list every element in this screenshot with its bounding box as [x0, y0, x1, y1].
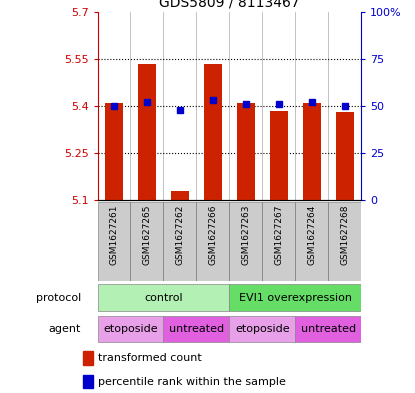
Bar [270, 111, 288, 200]
Bar [138, 64, 156, 200]
Text: untreated: untreated [169, 324, 224, 334]
Text: GSM1627268: GSM1627268 [340, 205, 349, 265]
Bar [295, 316, 361, 342]
Text: GSM1627262: GSM1627262 [176, 205, 184, 265]
Bar [262, 202, 295, 281]
Bar [98, 202, 130, 281]
Bar [204, 64, 222, 200]
Text: EVI1 overexpression: EVI1 overexpression [239, 293, 352, 303]
Text: protocol: protocol [36, 293, 81, 303]
Bar [164, 316, 229, 342]
Text: transformed count: transformed count [98, 353, 201, 363]
Text: agent: agent [49, 324, 81, 334]
Bar [83, 351, 93, 365]
Text: GSM1627266: GSM1627266 [208, 205, 217, 265]
Text: GSM1627261: GSM1627261 [110, 205, 119, 265]
Bar [171, 191, 189, 200]
Bar [237, 103, 255, 200]
Text: etoposide: etoposide [103, 324, 158, 334]
Title: GDS5809 / 8113467: GDS5809 / 8113467 [159, 0, 300, 9]
Bar [196, 202, 229, 281]
Bar [229, 285, 361, 311]
Text: GSM1627264: GSM1627264 [307, 205, 316, 265]
Bar [303, 103, 321, 200]
Text: GSM1627263: GSM1627263 [241, 205, 250, 265]
Bar [328, 202, 361, 281]
Bar [229, 202, 262, 281]
Text: GSM1627265: GSM1627265 [142, 205, 151, 265]
Bar [164, 202, 196, 281]
Bar [229, 316, 295, 342]
Text: percentile rank within the sample: percentile rank within the sample [98, 376, 286, 387]
Bar [295, 202, 328, 281]
Bar [130, 202, 164, 281]
Text: untreated: untreated [300, 324, 356, 334]
Bar [98, 316, 164, 342]
Text: etoposide: etoposide [235, 324, 290, 334]
Bar [105, 103, 123, 200]
Text: GSM1627267: GSM1627267 [274, 205, 283, 265]
Bar [335, 112, 354, 200]
Bar [83, 375, 93, 388]
Text: control: control [144, 293, 183, 303]
Bar [98, 285, 229, 311]
